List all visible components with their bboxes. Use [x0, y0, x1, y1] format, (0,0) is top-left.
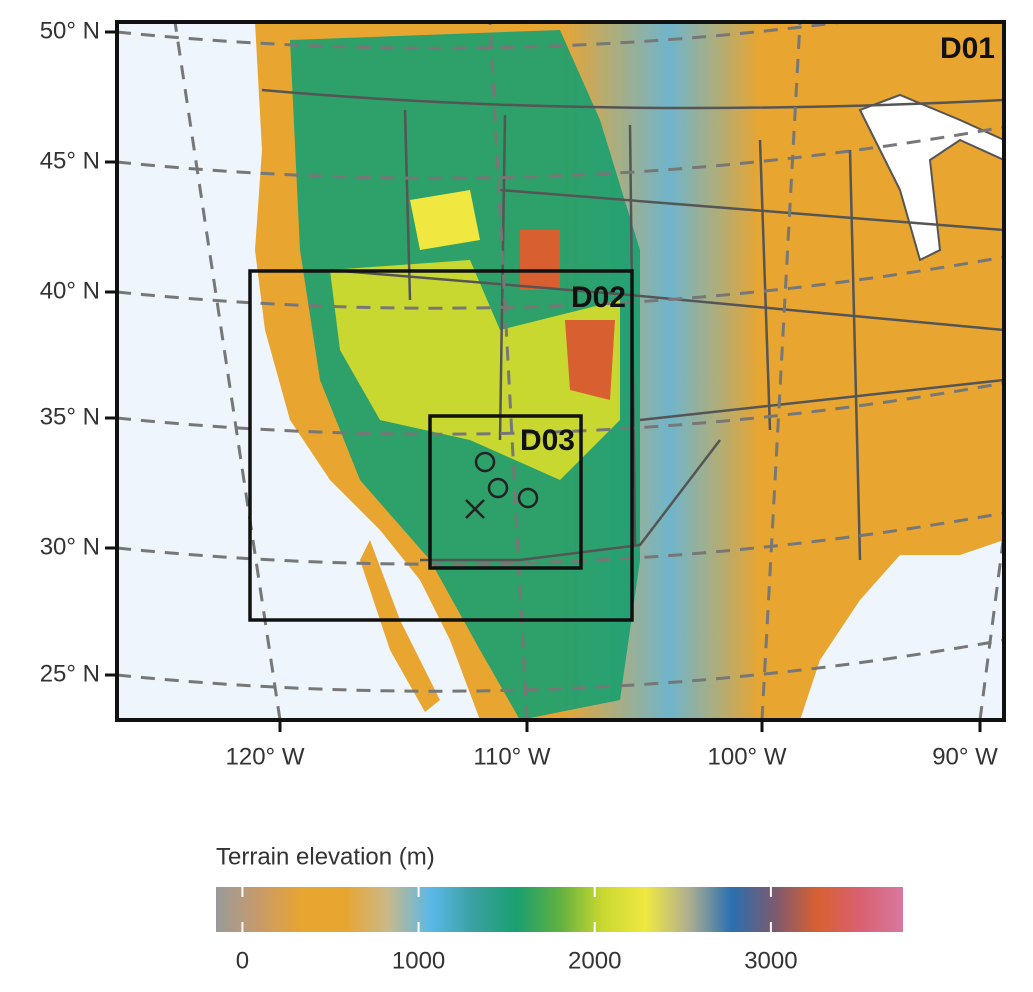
lon-line — [760, 22, 802, 720]
lat-line — [117, 125, 1004, 180]
domain-d02 — [248, 269, 634, 622]
site-circle — [487, 477, 509, 499]
lat-line — [117, 511, 1004, 566]
map-body — [117, 22, 1004, 720]
highland — [410, 190, 480, 250]
colorbar-tick-label: 0 — [236, 947, 249, 974]
domain-label: D03 — [520, 424, 575, 457]
colorbar-tick-label: 1000 — [392, 947, 445, 974]
map-frame — [115, 20, 1006, 722]
lon-label: 120° W — [226, 743, 305, 770]
plateau — [330, 260, 620, 480]
lon-line — [173, 22, 282, 720]
domain-label: D01 — [940, 32, 995, 65]
lat-label: 30° N — [40, 533, 100, 560]
lat-line — [117, 638, 1004, 693]
site-circle — [517, 487, 539, 509]
colorbar-tick-label: 3000 — [744, 947, 797, 974]
lat-label: 40° N — [40, 277, 100, 304]
site-markers — [465, 451, 539, 519]
site-circle — [474, 451, 496, 473]
lat-label: 50° N — [40, 17, 100, 44]
great-lakes — [858, 93, 1004, 262]
lat-line — [117, 22, 854, 50]
lon-label: 110° W — [473, 743, 551, 770]
lon-label: 90° W — [932, 743, 998, 770]
colorbar-tick-label: 2000 — [568, 947, 621, 974]
lat-line — [117, 381, 1004, 436]
domain-d03 — [428, 414, 583, 570]
axes: 50° N 45° N 40° N 35° N 30° N 25° N 120° W 110°… — [40, 17, 998, 770]
domain-label: D02 — [571, 281, 626, 314]
lon-line — [488, 22, 529, 720]
lat-label: 35° N — [40, 403, 100, 430]
colorbar — [216, 887, 903, 932]
lat-label: 25° N — [40, 660, 100, 687]
colorbar-title: Terrain elevation (m) — [216, 843, 435, 870]
lat-label: 45° N — [40, 147, 100, 174]
baja — [360, 540, 440, 712]
lon-label: 100° W — [708, 743, 787, 770]
graticule — [117, 22, 1004, 720]
lat-line — [117, 255, 1004, 310]
site-cross — [465, 499, 485, 519]
